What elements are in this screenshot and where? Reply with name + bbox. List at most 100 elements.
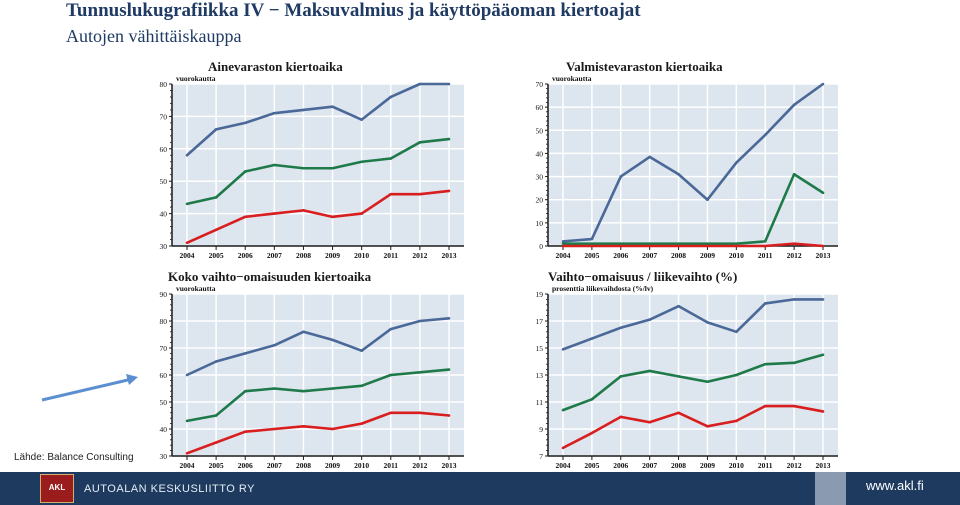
data-point <box>331 338 334 342</box>
chart-1-title: Ainevaraston kiertoaika <box>208 59 343 74</box>
data-point <box>763 404 767 408</box>
data-point <box>185 419 189 423</box>
data-point <box>447 414 451 417</box>
data-point <box>389 373 393 377</box>
y-tick-label: 13 <box>536 371 544 380</box>
data-point <box>821 298 825 301</box>
data-point <box>418 82 422 86</box>
x-tick-label: 2012 <box>412 251 427 260</box>
footer-url-link[interactable]: www.akl.fi <box>866 478 924 493</box>
data-point <box>821 82 825 86</box>
chart-4: 7 9 11 13 15 17 19 2004 2005 2006 2007 2008 2009 2010… <box>536 284 838 470</box>
data-point <box>792 172 796 176</box>
data-point <box>273 111 276 115</box>
chart-3: 30 40 50 60 70 80 90 2004 2005 2006 2007 2008 2009 20… <box>160 284 464 470</box>
x-tick-label: 2010 <box>729 461 744 470</box>
data-point <box>706 244 709 248</box>
data-point <box>214 414 218 417</box>
y-axis-label: vuorokautta <box>176 284 216 293</box>
data-point <box>243 170 247 173</box>
series-line-1 <box>186 317 450 377</box>
data-point <box>447 82 451 86</box>
data-point <box>447 137 451 141</box>
data-point <box>792 404 796 408</box>
data-point <box>273 427 276 431</box>
x-tick-label: 2004 <box>556 461 571 470</box>
x-tick-label: 2011 <box>758 251 773 260</box>
x-tick-label: 2012 <box>787 461 802 470</box>
footer-organization: AUTOALAN KESKUSLIITTO RY <box>84 483 255 495</box>
data-point <box>185 373 189 377</box>
data-point <box>561 408 565 412</box>
data-point <box>389 192 393 196</box>
x-tick-label: 2012 <box>412 461 427 470</box>
chart-2-title: Valmistevaraston kiertoaika <box>566 59 723 74</box>
data-point <box>677 242 680 245</box>
data-point <box>243 215 247 219</box>
data-point <box>648 155 651 159</box>
data-point <box>418 319 422 323</box>
x-tick-label: 2013 <box>816 251 831 260</box>
plot-area <box>172 84 464 246</box>
data-point <box>619 375 623 378</box>
x-tick-label: 2005 <box>209 251 224 260</box>
data-point <box>735 244 738 248</box>
y-tick-label: 10 <box>536 219 544 228</box>
y-tick-label: 70 <box>536 80 544 89</box>
data-point <box>590 244 594 248</box>
data-point <box>648 242 651 245</box>
data-point <box>389 327 393 331</box>
x-tick-label: 2004 <box>180 461 195 470</box>
data-point <box>243 389 247 393</box>
data-point <box>302 166 305 170</box>
page-title: Tunnuslukugrafiikka IV − Maksuvalmius ja… <box>66 0 641 21</box>
data-point <box>735 161 738 164</box>
data-point <box>648 318 651 321</box>
data-point <box>706 425 709 428</box>
data-point <box>214 360 218 363</box>
x-tick-label: 2013 <box>442 251 457 260</box>
data-point <box>561 446 565 450</box>
series-line-1 <box>186 82 449 157</box>
data-point <box>447 317 451 320</box>
data-point <box>214 441 218 444</box>
series-line-2 <box>186 368 450 423</box>
data-point <box>389 95 393 99</box>
akl-logo: AKL <box>40 474 74 503</box>
chart-2: 0 10 20 30 40 50 60 70 2004 2005 2006 2007 2008 2009 2… <box>536 74 838 260</box>
data-point <box>302 108 305 112</box>
data-point <box>360 212 363 215</box>
x-tick-label: 2006 <box>613 251 628 260</box>
data-point <box>677 375 680 378</box>
page-subtitle: Autojen vähittäiskauppa <box>66 26 242 46</box>
y-tick-label: 15 <box>536 344 544 353</box>
x-tick-label: 2007 <box>642 251 657 260</box>
series-line-3 <box>186 411 450 455</box>
data-point <box>243 430 247 433</box>
y-tick-label: 17 <box>536 317 544 326</box>
y-tick-label: 20 <box>536 196 544 205</box>
data-point <box>735 242 738 245</box>
data-point <box>735 419 738 423</box>
data-point <box>590 398 594 401</box>
data-point <box>619 244 623 248</box>
y-tick-label: 30 <box>536 173 544 182</box>
y-tick-label: 7 <box>539 452 543 461</box>
y-tick-label: 0 <box>539 242 543 251</box>
data-point <box>214 196 218 199</box>
data-point <box>648 244 651 248</box>
data-point <box>273 163 276 167</box>
data-point <box>561 348 565 351</box>
data-point <box>418 411 422 415</box>
data-point <box>302 389 305 393</box>
data-point <box>360 422 363 425</box>
data-point <box>677 172 680 176</box>
pointer-arrow-icon <box>41 374 138 402</box>
data-point <box>590 237 594 241</box>
data-point <box>185 153 189 157</box>
series-line-1 <box>562 298 823 351</box>
chart-4-title: Vaihto−omaisuus / liikevaihto (%) <box>548 269 738 284</box>
x-tick-label: 2005 <box>584 251 599 260</box>
data-point <box>677 411 680 415</box>
source-note: Lähde: Balance Consulting <box>14 452 134 463</box>
